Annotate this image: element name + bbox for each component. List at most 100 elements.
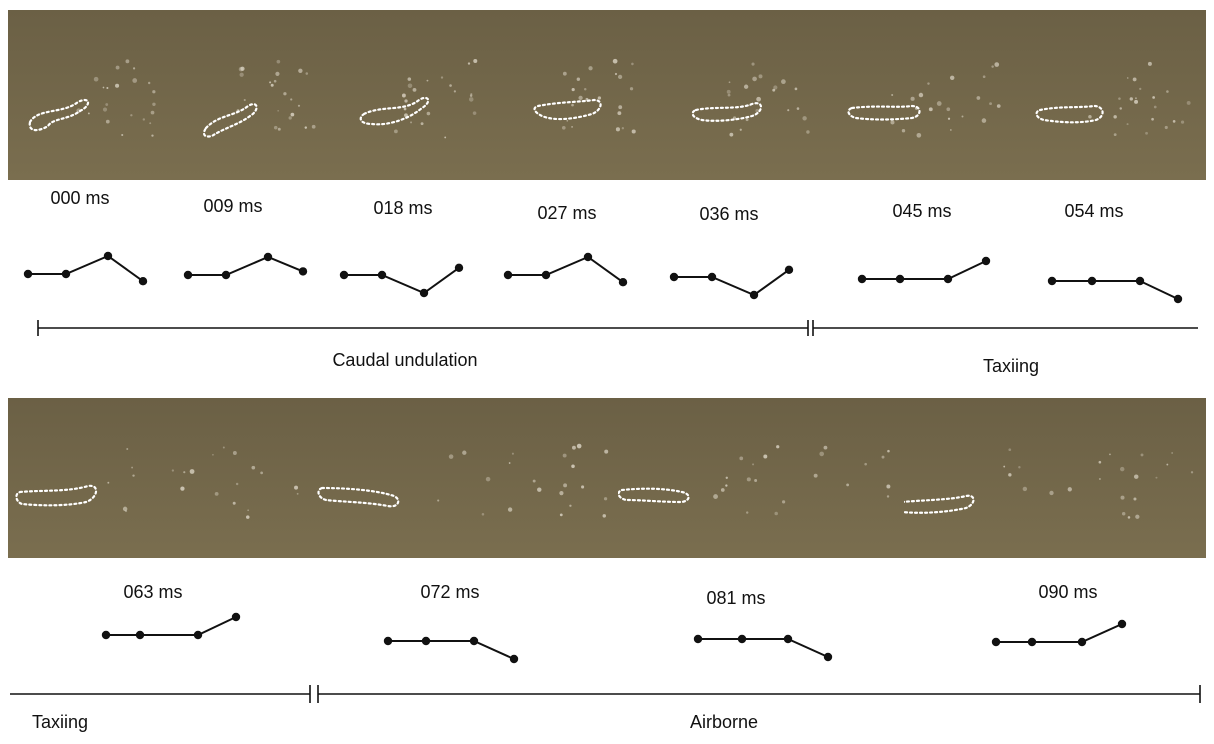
photo-frame-063	[8, 398, 316, 558]
skeleton-joint	[669, 272, 679, 282]
photo-frame-036	[654, 10, 822, 180]
fish-outline	[847, 104, 921, 121]
time-label: 045 ms	[892, 201, 952, 221]
skeleton-joint	[618, 278, 628, 287]
skeleton-036ms	[669, 265, 794, 300]
fish-outline	[202, 103, 258, 138]
skeleton-joint	[895, 274, 905, 284]
photo-frame-045	[822, 10, 1014, 180]
time-label: 000 ms	[50, 188, 110, 208]
skeleton-segment	[508, 255, 624, 284]
fish-outline	[533, 98, 602, 121]
skeleton-joint	[783, 634, 793, 644]
skeleton-joint	[135, 630, 145, 640]
photo-frame-072	[316, 398, 618, 558]
skeleton-joint	[383, 636, 393, 646]
time-label: 054 ms	[1064, 201, 1124, 221]
skeleton-joint	[693, 634, 703, 644]
skeleton-joint	[101, 630, 111, 640]
phase-label-taxiing-top: Taxiing	[982, 356, 1040, 376]
skeleton-joint	[263, 252, 273, 262]
skeleton-joint	[339, 270, 349, 280]
fish-outline	[1035, 104, 1104, 124]
skeleton-joint	[193, 630, 203, 640]
photo-frame-054	[1014, 10, 1206, 180]
skeleton-joint	[421, 636, 431, 646]
skeleton-joint	[503, 270, 513, 280]
fish-outline	[317, 486, 400, 508]
photo-frame-081	[618, 398, 904, 558]
fish-outline	[28, 98, 90, 132]
skeleton-063ms	[101, 612, 241, 640]
skeleton-joint	[103, 251, 113, 261]
skeleton-018ms	[339, 263, 464, 298]
skeleton-joint	[1027, 637, 1037, 647]
phase-label-caudal-undulation: Caudal undulation	[332, 350, 478, 370]
skeleton-segment	[28, 254, 144, 283]
skeleton-045ms	[857, 256, 991, 284]
skeleton-segment	[344, 266, 460, 295]
time-label: 036 ms	[699, 204, 759, 224]
fish-outline	[691, 102, 763, 122]
fish-outline	[618, 487, 690, 504]
skeleton-joint	[784, 265, 794, 274]
skeleton-joint	[377, 270, 387, 280]
skeleton-joint	[583, 252, 593, 262]
skeleton-072ms	[383, 636, 519, 664]
skeleton-joint	[823, 652, 833, 662]
skeleton-joint	[61, 269, 71, 279]
skeleton-joint	[737, 634, 747, 644]
skeleton-000ms	[23, 251, 148, 286]
photo-frame-090	[904, 398, 1206, 558]
skeleton-segment	[388, 640, 515, 660]
fish-outline	[15, 484, 98, 507]
time-label: 072 ms	[420, 582, 480, 602]
time-label: 009 ms	[203, 196, 263, 216]
skeleton-segment	[698, 638, 829, 658]
skeleton-joint	[1087, 276, 1097, 286]
skeleton-segment	[862, 260, 987, 280]
photo-frame-009	[166, 10, 324, 180]
skeleton-joint	[749, 290, 759, 300]
skeleton-joint	[943, 274, 953, 284]
phase-label-airborne: Airborne	[689, 712, 759, 732]
skeleton-segment	[188, 255, 304, 276]
time-label: 027 ms	[537, 203, 597, 223]
skeleton-joint	[1047, 276, 1057, 286]
skeleton-009ms	[183, 252, 308, 280]
time-label: 018 ms	[373, 198, 433, 218]
skeleton-joint	[298, 267, 308, 276]
skeleton-segment	[106, 616, 237, 636]
skeleton-joint	[221, 270, 231, 280]
photo-frame-000	[8, 10, 166, 180]
skeleton-joint	[23, 269, 33, 279]
skeleton-joint	[1117, 619, 1127, 629]
skeleton-054ms	[1047, 276, 1183, 304]
skeleton-joint	[509, 654, 519, 664]
time-label: 063 ms	[123, 582, 183, 602]
skeleton-joint	[857, 274, 867, 284]
skeleton-joint	[541, 270, 551, 280]
skeleton-090ms	[991, 619, 1127, 647]
time-label: 081 ms	[706, 588, 766, 608]
skeleton-joint	[469, 636, 479, 646]
skeleton-joint	[991, 637, 1001, 647]
skeleton-joint	[419, 288, 429, 298]
skeleton-segment	[996, 623, 1123, 643]
skeleton-027ms	[503, 252, 628, 287]
skeleton-joint	[1077, 637, 1087, 647]
skeleton-joint	[981, 256, 991, 266]
skeleton-081ms	[693, 634, 833, 662]
skeleton-joint	[138, 277, 148, 286]
skeleton-joint	[707, 272, 717, 282]
skeleton-joint	[231, 612, 241, 622]
fish-outline	[904, 494, 975, 514]
skeleton-segment	[674, 268, 790, 297]
skeleton-segment	[1052, 280, 1179, 300]
photo-frame-018	[324, 10, 492, 180]
fish-outline	[359, 96, 430, 126]
phase-label-taxiing-bottom: Taxiing	[31, 712, 89, 732]
skeleton-joint	[1173, 294, 1183, 304]
photo-frame-027	[492, 10, 654, 180]
